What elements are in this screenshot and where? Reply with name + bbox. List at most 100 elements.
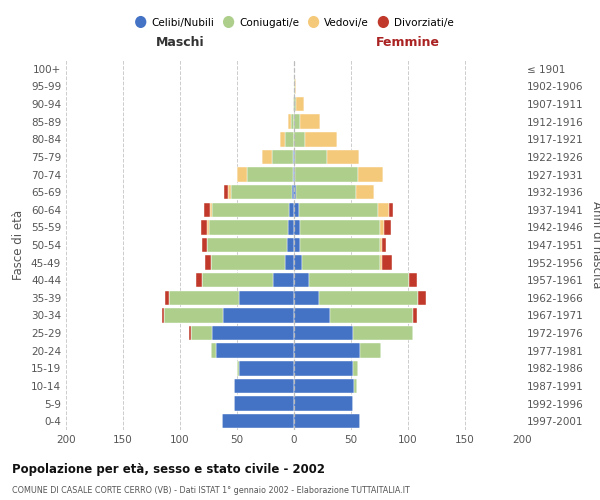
Bar xyxy=(294,273,309,287)
Bar xyxy=(294,290,319,305)
Bar xyxy=(202,238,208,252)
Bar xyxy=(212,326,294,340)
Bar xyxy=(294,308,331,322)
Bar xyxy=(285,256,294,270)
Bar xyxy=(418,290,426,305)
Bar xyxy=(294,396,353,411)
Bar xyxy=(233,378,294,393)
Bar xyxy=(309,273,409,287)
Bar xyxy=(299,202,379,217)
Bar xyxy=(380,256,382,270)
Bar xyxy=(222,414,294,428)
Bar xyxy=(294,238,300,252)
Bar xyxy=(382,256,392,270)
Bar xyxy=(169,290,239,305)
Bar xyxy=(205,256,211,270)
Bar xyxy=(162,308,164,322)
Bar xyxy=(290,114,294,129)
Bar xyxy=(285,132,294,146)
Bar xyxy=(319,290,418,305)
Bar xyxy=(247,168,293,181)
Bar xyxy=(353,361,358,376)
Bar xyxy=(209,202,212,217)
Bar xyxy=(293,97,294,112)
Bar xyxy=(294,150,295,164)
Bar xyxy=(208,220,209,234)
Bar xyxy=(296,97,304,112)
Bar xyxy=(237,168,247,181)
Bar xyxy=(327,150,359,164)
Bar xyxy=(294,132,305,146)
Bar xyxy=(295,79,296,94)
Bar xyxy=(300,114,320,129)
Bar xyxy=(294,185,296,200)
Bar xyxy=(239,290,294,305)
Bar xyxy=(204,202,209,217)
Bar xyxy=(382,238,386,252)
Bar xyxy=(353,326,413,340)
Bar xyxy=(384,220,391,234)
Bar xyxy=(262,150,272,164)
Bar xyxy=(379,202,389,217)
Text: Popolazione per età, sesso e stato civile - 2002: Popolazione per età, sesso e stato civil… xyxy=(12,462,325,475)
Bar xyxy=(360,344,380,358)
Bar xyxy=(189,326,191,340)
Bar xyxy=(293,150,294,164)
Bar xyxy=(237,361,239,376)
Bar xyxy=(211,256,285,270)
Bar xyxy=(217,344,294,358)
Bar xyxy=(239,361,294,376)
Bar xyxy=(305,132,337,146)
Bar xyxy=(380,238,382,252)
Bar xyxy=(358,168,383,181)
Bar xyxy=(295,150,327,164)
Bar xyxy=(380,220,384,234)
Bar xyxy=(331,308,413,322)
Bar xyxy=(165,290,169,305)
Bar xyxy=(211,344,217,358)
Bar xyxy=(191,326,212,340)
Bar xyxy=(208,238,287,252)
Bar xyxy=(228,185,232,200)
Bar xyxy=(300,220,380,234)
Bar xyxy=(409,273,417,287)
Y-axis label: Anni di nascita: Anni di nascita xyxy=(590,202,600,288)
Bar xyxy=(294,414,360,428)
Bar xyxy=(302,256,380,270)
Bar xyxy=(232,185,292,200)
Bar xyxy=(389,202,393,217)
Bar xyxy=(294,256,302,270)
Bar xyxy=(294,97,296,112)
Text: Maschi: Maschi xyxy=(155,36,205,49)
Bar xyxy=(294,378,355,393)
Bar xyxy=(294,361,353,376)
Bar xyxy=(293,168,294,181)
Bar xyxy=(294,79,295,94)
Bar xyxy=(200,220,208,234)
Bar xyxy=(289,220,294,234)
Bar xyxy=(289,114,290,129)
Bar xyxy=(272,150,293,164)
Bar xyxy=(209,220,289,234)
Y-axis label: Fasce di età: Fasce di età xyxy=(13,210,25,280)
Bar xyxy=(294,202,299,217)
Bar xyxy=(355,378,356,393)
Text: Femmine: Femmine xyxy=(376,36,440,49)
Bar xyxy=(294,220,300,234)
Bar xyxy=(280,132,285,146)
Bar xyxy=(294,344,360,358)
Bar xyxy=(294,326,353,340)
Bar xyxy=(224,185,228,200)
Bar xyxy=(292,185,294,200)
Bar xyxy=(202,273,274,287)
Bar xyxy=(295,168,358,181)
Bar xyxy=(300,238,380,252)
Bar xyxy=(294,114,300,129)
Legend: Celibi/Nubili, Coniugati/e, Vedovi/e, Divorziati/e: Celibi/Nubili, Coniugati/e, Vedovi/e, Di… xyxy=(130,14,458,32)
Bar xyxy=(164,308,223,322)
Bar xyxy=(413,308,417,322)
Bar xyxy=(356,185,374,200)
Bar xyxy=(223,308,294,322)
Bar xyxy=(196,273,202,287)
Text: COMUNE DI CASALE CORTE CERRO (VB) - Dati ISTAT 1° gennaio 2002 - Elaborazione TU: COMUNE DI CASALE CORTE CERRO (VB) - Dati… xyxy=(12,486,410,495)
